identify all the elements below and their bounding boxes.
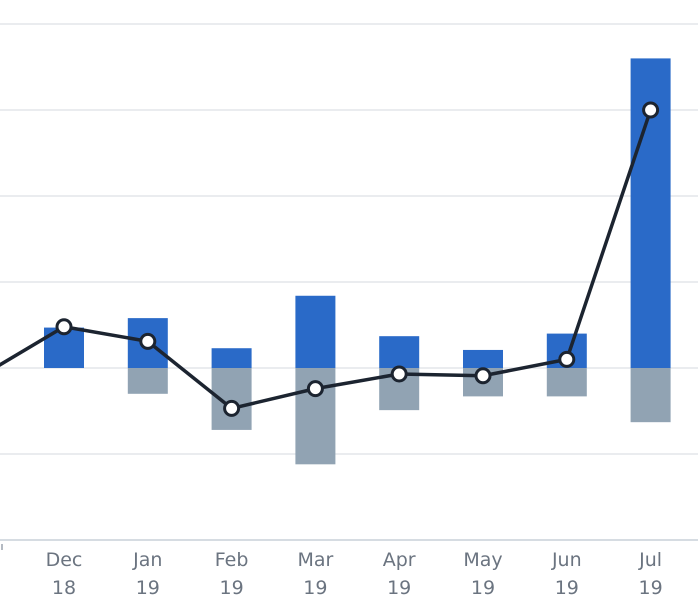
x-tick-label-year: 19 xyxy=(220,577,244,599)
positive-bar xyxy=(379,336,420,368)
negative-bar xyxy=(546,368,587,397)
x-tick-label-month: Feb xyxy=(215,549,249,571)
x-tick-label-month: Jun xyxy=(551,549,582,571)
x-tick-label-month: May xyxy=(463,549,502,571)
x-tick-label-year: 18 xyxy=(52,577,76,599)
positive-bar xyxy=(211,348,252,368)
line-point xyxy=(306,380,324,398)
line-point xyxy=(642,101,660,119)
line-point xyxy=(558,350,576,368)
x-tick-label-month: Mar xyxy=(297,549,333,571)
line-point xyxy=(474,367,492,385)
bars xyxy=(44,58,671,465)
negative-bar xyxy=(127,368,168,394)
x-tick-label-month: Dec xyxy=(46,549,83,571)
gridlines xyxy=(0,23,698,455)
x-tick-label-month: Jan xyxy=(132,549,162,571)
x-tick-label-year: 19 xyxy=(471,577,495,599)
x-axis: Dec 18 Jan 19 Feb 19 Mar 19 Apr 19 May 19 Jun 19 Jul 19 xyxy=(0,539,698,599)
x-tick-label-year: 19 xyxy=(555,577,579,599)
x-tick-label-month: Apr xyxy=(383,549,416,571)
negative-bar xyxy=(630,368,671,423)
line-point xyxy=(55,318,73,336)
line-point xyxy=(223,399,241,417)
line-series xyxy=(0,101,660,417)
positive-bar xyxy=(295,295,336,368)
line-point xyxy=(139,332,157,350)
line-point xyxy=(390,365,408,383)
x-tick-label-year: 19 xyxy=(387,577,411,599)
x-tick-label-year: 19 xyxy=(303,577,327,599)
x-tick-label-year: 19 xyxy=(639,577,663,599)
x-tick-label-month: Jul xyxy=(638,549,662,571)
positive-bar xyxy=(463,349,503,368)
x-tick-label-year: 19 xyxy=(136,577,160,599)
